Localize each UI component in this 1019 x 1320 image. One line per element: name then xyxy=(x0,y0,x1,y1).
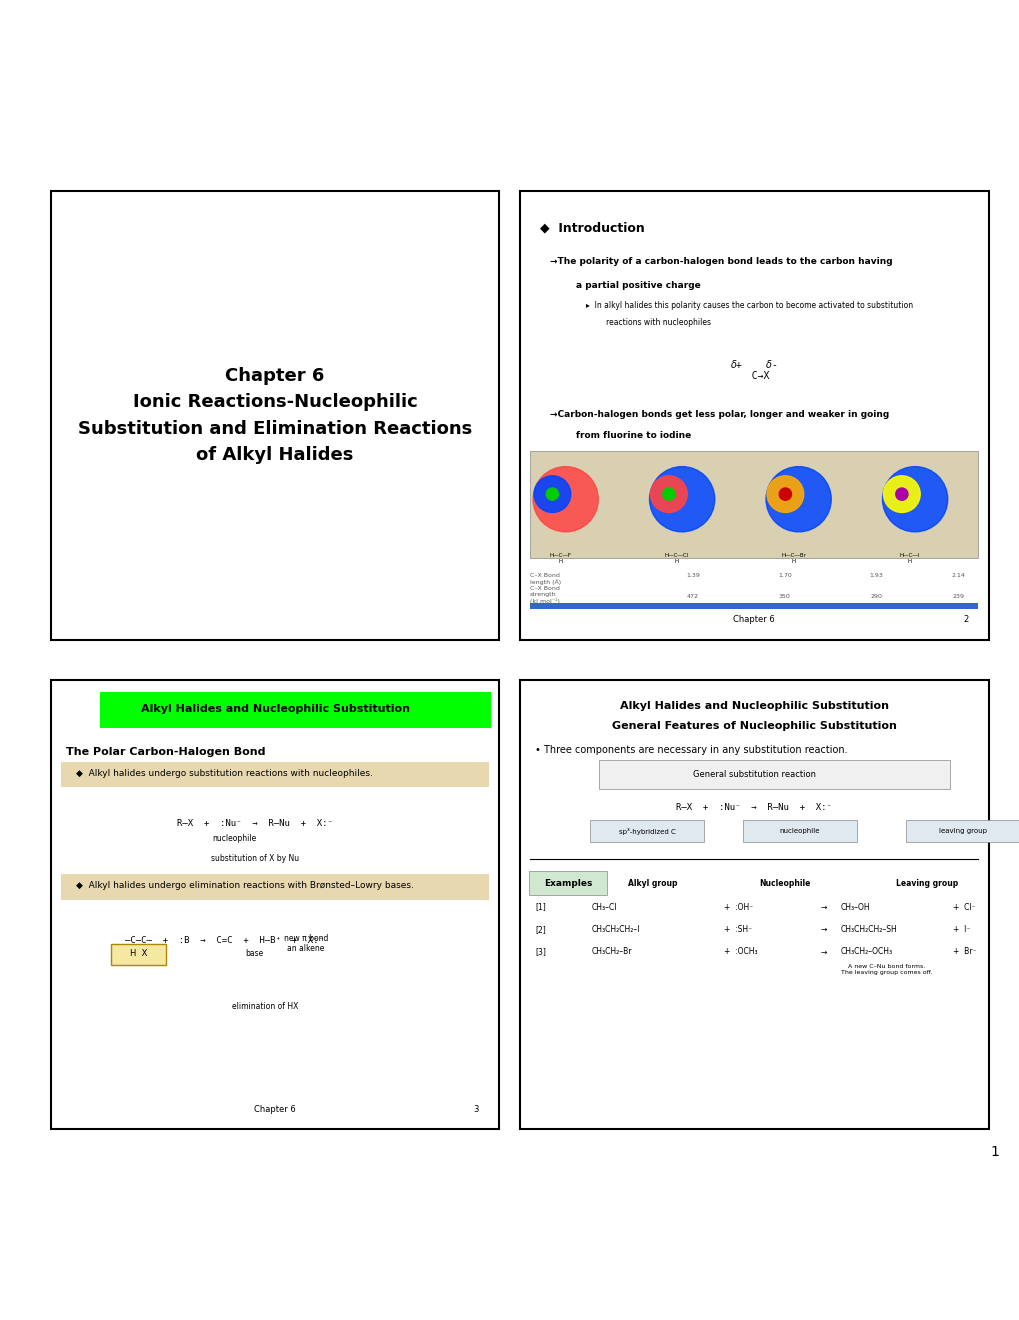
Circle shape xyxy=(650,475,687,512)
Text: 2.14: 2.14 xyxy=(950,573,964,578)
Text: CH₃–OH: CH₃–OH xyxy=(840,903,869,912)
Text: 2: 2 xyxy=(962,615,967,624)
Circle shape xyxy=(881,466,947,532)
Text: elimination of HX: elimination of HX xyxy=(231,1002,298,1011)
Circle shape xyxy=(533,466,598,532)
Text: Chapter 6: Chapter 6 xyxy=(733,615,774,624)
FancyBboxPatch shape xyxy=(590,820,703,842)
Circle shape xyxy=(534,475,571,512)
Circle shape xyxy=(882,475,919,512)
FancyBboxPatch shape xyxy=(520,191,987,640)
Text: General Features of Nucleophilic Substitution: General Features of Nucleophilic Substit… xyxy=(611,721,896,731)
Text: R–X  +  :Nu⁻  →  R–Nu  +  X:⁻: R–X + :Nu⁻ → R–Nu + X:⁻ xyxy=(676,804,832,812)
Text: $\delta$+    $\delta$-
  C→X: $\delta$+ $\delta$- C→X xyxy=(730,358,777,381)
Text: 290: 290 xyxy=(870,594,881,599)
Text: new π bond
an alkene: new π bond an alkene xyxy=(283,933,328,953)
Text: CH₃–Cl: CH₃–Cl xyxy=(591,903,616,912)
Text: ▸  In alkyl halides this polarity causes the carbon to become activated to subst: ▸ In alkyl halides this polarity causes … xyxy=(586,301,912,310)
Text: Chapter 6: Chapter 6 xyxy=(254,1105,296,1114)
Text: ◆  Alkyl halides undergo substitution reactions with nucleophiles.: ◆ Alkyl halides undergo substitution rea… xyxy=(76,768,373,777)
Circle shape xyxy=(662,488,675,500)
Circle shape xyxy=(766,475,803,512)
Text: H―C―Cl
H: H―C―Cl H xyxy=(664,553,689,564)
Text: General substitution reaction: General substitution reaction xyxy=(692,770,815,779)
Text: →The polarity of a carbon-halogen bond leads to the carbon having: →The polarity of a carbon-halogen bond l… xyxy=(550,257,892,267)
Text: →: → xyxy=(819,948,826,957)
Text: a partial positive charge: a partial positive charge xyxy=(576,281,700,290)
Text: A new C–Nu bond forms.
The leaving group comes off.: A new C–Nu bond forms. The leaving group… xyxy=(841,964,931,974)
Text: H―C―I
H: H―C―I H xyxy=(899,553,919,564)
Text: +  :SH⁻: + :SH⁻ xyxy=(722,925,751,935)
FancyBboxPatch shape xyxy=(61,762,489,788)
FancyBboxPatch shape xyxy=(100,692,491,729)
Text: →: → xyxy=(819,903,826,912)
Text: 350: 350 xyxy=(779,594,790,599)
Text: [1]: [1] xyxy=(535,903,545,912)
Text: H―C―Br
H: H―C―Br H xyxy=(781,553,805,564)
FancyBboxPatch shape xyxy=(530,451,977,558)
Text: nucleophile: nucleophile xyxy=(212,834,257,843)
Text: base: base xyxy=(246,949,264,958)
Text: nucleophile: nucleophile xyxy=(780,828,819,834)
Text: Examples: Examples xyxy=(544,879,592,888)
FancyBboxPatch shape xyxy=(742,820,856,842)
Text: +  I⁻: + I⁻ xyxy=(952,925,969,935)
Circle shape xyxy=(546,488,558,500)
Text: Alkyl Halides and Nucleophilic Substitution: Alkyl Halides and Nucleophilic Substitut… xyxy=(620,701,888,711)
Text: CH₃CH₂–OCH₃: CH₃CH₂–OCH₃ xyxy=(840,948,892,957)
Circle shape xyxy=(765,466,830,532)
Text: →Carbon-halogen bonds get less polar, longer and weaker in going: →Carbon-halogen bonds get less polar, lo… xyxy=(550,411,889,420)
FancyBboxPatch shape xyxy=(905,820,1019,842)
Text: 472: 472 xyxy=(687,594,698,599)
Text: leaving group: leaving group xyxy=(938,828,986,834)
Text: +  :OH⁻: + :OH⁻ xyxy=(722,903,752,912)
FancyBboxPatch shape xyxy=(111,944,166,965)
Text: 3: 3 xyxy=(473,1105,479,1114)
Text: Alkyl Halides and Nucleophilic Substitution: Alkyl Halides and Nucleophilic Substitut… xyxy=(141,704,410,714)
Circle shape xyxy=(649,466,714,532)
Text: Leaving group: Leaving group xyxy=(896,879,958,888)
Text: CH₃CH₂CH₂–I: CH₃CH₂CH₂–I xyxy=(591,925,639,935)
Text: 1.39: 1.39 xyxy=(686,573,699,578)
Text: Chapter 6
Ionic Reactions-Nucleophilic
Substitution and Elimination Reactions
of: Chapter 6 Ionic Reactions-Nucleophilic S… xyxy=(78,367,472,465)
Text: –C–C–  +  :B  →  C=C  +  H–B⁺  +  X:⁻: –C–C– + :B → C=C + H–B⁺ + X:⁻ xyxy=(124,936,323,945)
Text: Alkyl group: Alkyl group xyxy=(627,879,677,888)
Text: H  X: H X xyxy=(129,949,147,958)
Text: C–X Bond
length (Å)
C–X Bond
strength
(kJ mol⁻¹): C–X Bond length (Å) C–X Bond strength (k… xyxy=(530,573,560,603)
Text: reactions with nucleophiles: reactions with nucleophiles xyxy=(606,318,710,326)
Text: [3]: [3] xyxy=(535,948,545,957)
FancyBboxPatch shape xyxy=(51,191,499,640)
Circle shape xyxy=(779,488,791,500)
Text: 239: 239 xyxy=(951,594,963,599)
Text: CH₃CH₂–Br: CH₃CH₂–Br xyxy=(591,948,631,957)
FancyBboxPatch shape xyxy=(61,874,489,899)
Text: ◆  Introduction: ◆ Introduction xyxy=(540,222,644,235)
Text: ◆  Alkyl halides undergo elimination reactions with Brønsted–Lowry bases.: ◆ Alkyl halides undergo elimination reac… xyxy=(76,880,414,890)
FancyBboxPatch shape xyxy=(530,603,977,609)
Text: CH₃CH₂CH₂–SH: CH₃CH₂CH₂–SH xyxy=(840,925,897,935)
FancyBboxPatch shape xyxy=(520,680,987,1129)
Text: sp³-hybridized C: sp³-hybridized C xyxy=(619,828,675,834)
Text: +  Br⁻: + Br⁻ xyxy=(952,948,975,957)
Text: Nucleophile: Nucleophile xyxy=(758,879,810,888)
FancyBboxPatch shape xyxy=(529,871,607,895)
Circle shape xyxy=(895,488,907,500)
Text: The Polar Carbon-Halogen Bond: The Polar Carbon-Halogen Bond xyxy=(66,747,266,756)
FancyBboxPatch shape xyxy=(51,680,499,1129)
Text: substitution of X by Nu: substitution of X by Nu xyxy=(211,854,299,863)
Text: +  :OCH₃: + :OCH₃ xyxy=(722,948,756,957)
Text: →: → xyxy=(819,925,826,935)
FancyBboxPatch shape xyxy=(599,760,949,789)
Text: 1.93: 1.93 xyxy=(869,573,882,578)
Text: from fluorine to iodine: from fluorine to iodine xyxy=(576,430,691,440)
Text: H―C―F
H: H―C―F H xyxy=(549,553,571,564)
Text: R–X  +  :Nu⁻  →  R–Nu  +  X:⁻: R–X + :Nu⁻ → R–Nu + X:⁻ xyxy=(176,818,332,828)
Text: • Three components are necessary in any substitution reaction.: • Three components are necessary in any … xyxy=(535,744,847,755)
Text: [2]: [2] xyxy=(535,925,545,935)
Text: +  Cl⁻: + Cl⁻ xyxy=(952,903,974,912)
Text: 1.70: 1.70 xyxy=(777,573,791,578)
Text: 1: 1 xyxy=(989,1146,998,1159)
